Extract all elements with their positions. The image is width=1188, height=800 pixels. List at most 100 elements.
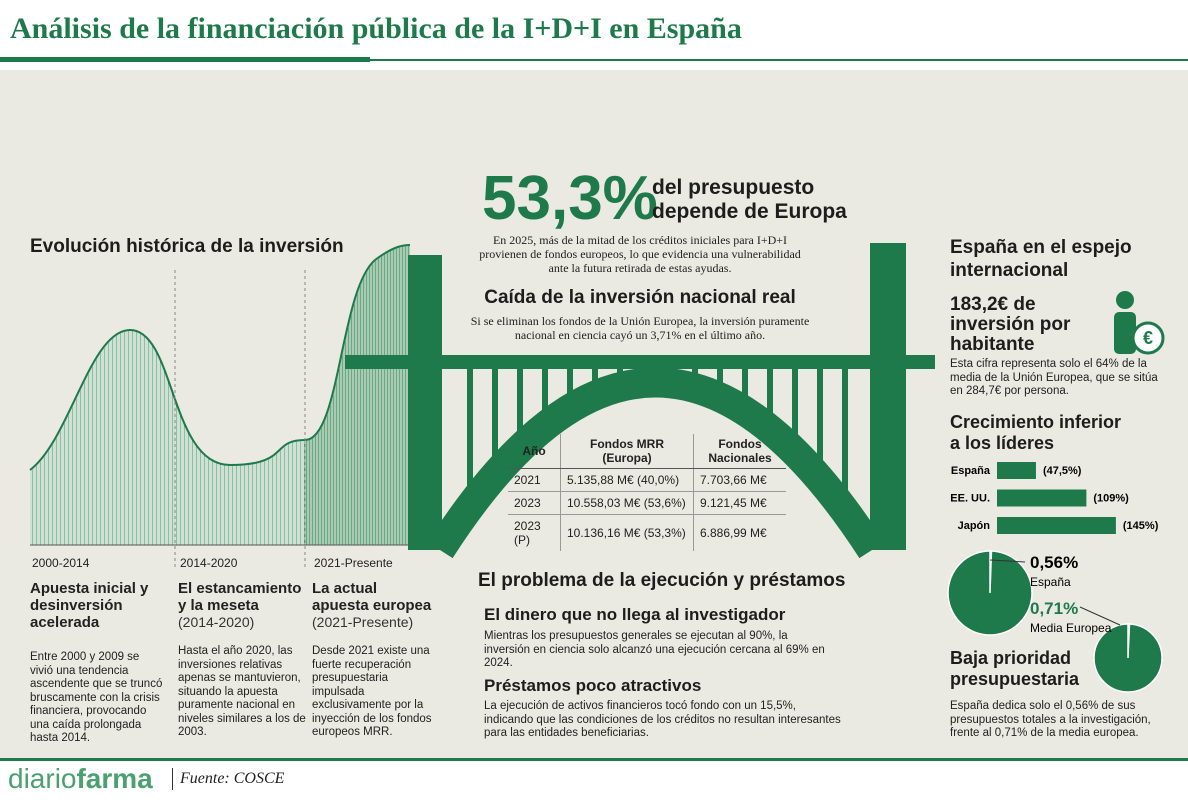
table-header-cell: Año	[508, 434, 561, 469]
hero-text: En 2025, más de la mitad de los créditos…	[479, 233, 801, 275]
execution-title: El problema de la ejecución y préstamos	[478, 570, 846, 591]
funding-table: Año Fondos MRR (Europa) Fondos Nacionales 2…	[508, 434, 786, 551]
per-capita-text: Esta cifra representa solo el 64% de la …	[950, 358, 1158, 397]
period: El estancamiento y la meseta (2014-2020) H…	[178, 580, 313, 740]
brand: diariofarma	[8, 763, 153, 795]
leader	[1079, 606, 1121, 626]
hero-line: del presupuesto	[652, 176, 815, 199]
table-wrap: Año Fondos MRR (Europa) Fondos Nacionales 2…	[508, 434, 786, 551]
execution-text: Mientras los presupuestos generales se e…	[484, 630, 825, 669]
bar-category: EE. UU.	[950, 493, 990, 505]
title-rule	[0, 57, 370, 62]
bridge-hanger	[492, 368, 498, 476]
period-sub: (2021-Presente)	[312, 614, 414, 630]
execution-sub: El dinero que no llega al investigador	[484, 605, 786, 624]
history-title: Evolución histórica de la inversión	[30, 236, 344, 257]
period-sub: (2014-2020)	[178, 614, 255, 630]
bar-value-label: (145%)	[1123, 520, 1159, 532]
leader	[989, 559, 1026, 563]
period-label: 2021-Presente	[314, 556, 393, 570]
period-label: 2000-2014	[32, 556, 90, 570]
period-heading: Apuesta inicial y desinversión acelerada	[30, 580, 149, 631]
bridge-tower	[408, 255, 442, 550]
bridge-hanger	[767, 368, 773, 430]
bar	[997, 462, 1036, 479]
period-heading: La actual apuesta europea	[312, 580, 432, 614]
table-cell: 5.135,88 M€ (40,0%)	[560, 468, 694, 492]
table-cell: 9.121,45 M€	[693, 491, 786, 515]
title: Análisis de la financiación pública de l…	[10, 12, 742, 45]
decline-title: Caída de la inversión nacional real	[484, 287, 796, 308]
bridge-hanger	[642, 368, 648, 383]
panel	[0, 70, 1188, 758]
bar	[997, 517, 1116, 534]
bridge-hanger	[542, 368, 548, 427]
table-cell: 7.703,66 M€	[693, 468, 786, 492]
international-title: España en el espejo internacional	[950, 237, 1132, 281]
bar	[997, 489, 1087, 507]
table-row: 2023 10.558,03 M€ (53,6%) 9.121,45 M€	[508, 491, 786, 515]
table-cell: 2023 (P)	[508, 514, 561, 551]
pie-category: España	[1030, 575, 1071, 589]
pie-slice	[989, 550, 993, 594]
bridge-hanger	[567, 368, 573, 410]
bar-value-label: (47,5%)	[1043, 465, 1082, 477]
table-cell: 2023	[508, 491, 561, 515]
table-cell: 10.558,03 M€ (53,6%)	[560, 491, 694, 515]
priority-text: España dedica solo el 0,56% de sus presu…	[950, 700, 1151, 739]
bridge-hanger	[667, 368, 673, 384]
hero-figure: 53,3%	[482, 164, 658, 233]
bridge-hanger	[717, 368, 723, 398]
bar-value-label: (109%)	[1093, 493, 1129, 505]
period-label: 2014-2020	[180, 556, 238, 570]
pie-slice	[1127, 623, 1131, 659]
pie-value-label: 0,56%	[1030, 553, 1078, 572]
period-text: Desde 2021 existe una fuerte recuperació…	[312, 645, 432, 738]
priority-title: Baja prioridad presupuestaria	[950, 648, 1080, 689]
bar-category: España	[951, 465, 991, 477]
period-heading: El estancamiento y la meseta	[178, 580, 302, 614]
bridge-deck	[345, 355, 935, 369]
history-area-recent	[305, 245, 410, 545]
brand-part: diario	[8, 763, 77, 794]
pie-value-label: 0,71%	[1030, 599, 1078, 618]
table-row: 2023 (P) 10.136,16 M€ (53,3%) 6.886,99 M€	[508, 514, 786, 551]
period: Apuesta inicial y desinversión acelerada…	[30, 580, 165, 746]
footer-rule	[0, 758, 1188, 761]
table-row: 2021 5.135,88 M€ (40,0%) 7.703,66 M€	[508, 468, 786, 492]
bridge-hanger	[692, 368, 698, 388]
bridge	[345, 243, 935, 559]
table-cell: 2021	[508, 468, 561, 492]
execution-text: La ejecución de activos financieros tocó…	[484, 700, 841, 739]
history-line	[29, 244, 411, 471]
pie-category: Media Europea	[1030, 621, 1112, 635]
bridge-hanger	[617, 368, 623, 388]
svg-text:€: €	[1143, 328, 1153, 348]
person-icon: €	[1114, 291, 1165, 355]
per-capita: 183,2€ de inversión por habitante	[950, 294, 1071, 355]
bridge-hanger	[592, 368, 598, 396]
table-header: Año Fondos MRR (Europa) Fondos Nacionales	[508, 434, 786, 469]
decline-text: Si se eliminan los fondos de la Unión Eu…	[470, 314, 810, 342]
bridge-hanger	[742, 368, 748, 411]
bridge-hanger	[517, 368, 523, 449]
bridge-hanger	[842, 368, 848, 511]
bridge-arch	[427, 367, 885, 559]
table-cell: 6.886,99 M€	[693, 514, 786, 551]
separator	[172, 768, 173, 790]
brand-part: farma	[76, 763, 153, 794]
title-rule	[370, 59, 1188, 61]
bridge-hanger	[792, 368, 798, 452]
table-header-cell: Fondos MRR (Europa)	[560, 434, 694, 469]
execution-sub: Préstamos poco atractivos	[484, 676, 702, 695]
bridge-hanger	[817, 368, 823, 480]
period-text: Hasta el año 2020, las inversiones relat…	[178, 645, 306, 738]
period: La actual apuesta europea (2021-Presente)…	[312, 580, 437, 740]
growth-title: Crecimiento inferior a los líderes	[950, 412, 1122, 453]
bridge-tower	[870, 243, 906, 550]
bar-category: Japón	[958, 520, 991, 532]
hero-line: depende de Europa	[652, 200, 847, 223]
bridge-hanger	[467, 368, 473, 507]
